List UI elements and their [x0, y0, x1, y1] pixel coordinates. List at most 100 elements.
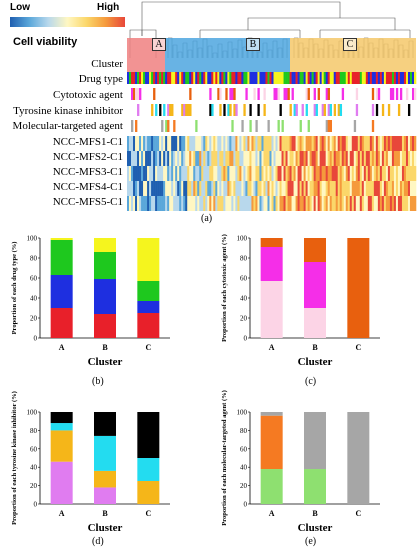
viability-cell: [141, 151, 144, 166]
viability-cell: [325, 166, 328, 181]
viability-cell: [269, 151, 272, 166]
viability-cell: [331, 151, 335, 166]
viability-cell: [343, 136, 347, 151]
drug-type-cell: [373, 72, 377, 84]
viability-cell: [253, 136, 256, 151]
viability-cell: [209, 151, 212, 166]
viability-cell: [157, 151, 160, 166]
chart-cytotoxic-agent: Proportion of each cytotoxic agent (%) 0 2…: [221, 234, 380, 368]
viability-cell: [219, 166, 222, 181]
tki-cell: [371, 104, 375, 116]
viability-cell: [411, 181, 415, 196]
viability-cell: [265, 181, 268, 196]
molecular-cell: [165, 120, 168, 132]
viability-cell: [193, 181, 196, 196]
viability-cell: [235, 181, 238, 196]
tki-cell: [323, 104, 326, 116]
viability-cell: [389, 181, 393, 196]
viability-cell: [395, 196, 399, 211]
viability-cell: [255, 181, 258, 196]
cytotoxic-cell: [229, 88, 232, 100]
viability-cell: [385, 136, 389, 151]
viability-cell: [411, 166, 415, 181]
viability-cell: [337, 166, 341, 181]
viability-cell: [161, 181, 164, 196]
viability-cell: [131, 166, 134, 181]
drug-type-cell: [207, 72, 210, 84]
viability-cell: [131, 181, 134, 196]
viability-cell: [185, 166, 188, 181]
viability-cell: [413, 196, 417, 211]
viability-cell: [127, 181, 130, 196]
drug-type-cell: [401, 72, 405, 84]
viability-cell: [355, 166, 359, 181]
viability-cell: [219, 181, 222, 196]
viability-cell: [237, 181, 240, 196]
viability-cell: [365, 181, 369, 196]
viability-cell: [317, 166, 320, 181]
viability-cell: [391, 136, 395, 151]
viability-cell: [159, 181, 162, 196]
drug-type-cell: [333, 72, 337, 84]
bar-segment: [50, 275, 73, 308]
drug-type-cell: [367, 72, 371, 84]
viability-cell: [161, 136, 164, 151]
viability-cell: [353, 166, 357, 181]
drug-type-cell: [321, 72, 324, 84]
viability-cell: [369, 166, 373, 181]
drug-type-cell: [309, 72, 312, 84]
viability-cell: [229, 151, 232, 166]
viability-cell: [149, 136, 152, 151]
viability-cell: [297, 196, 300, 211]
viability-cell: [409, 196, 413, 211]
viability-cell: [229, 181, 232, 196]
viability-cell: [143, 196, 146, 211]
viability-cell: [155, 151, 158, 166]
viability-cell: [181, 136, 184, 151]
viability-cell: [239, 136, 242, 151]
viability-cell: [177, 136, 180, 151]
cytotoxic-cell: [273, 88, 276, 100]
viability-cell: [169, 181, 172, 196]
cytotoxic-cell: [263, 88, 266, 100]
y-tick-label: 20: [240, 315, 248, 323]
cytotoxic-cell: [287, 88, 290, 100]
drug-type-cell: [297, 72, 300, 84]
molecular-cell: [353, 120, 357, 132]
x-tick-label: C: [355, 343, 361, 352]
viability-cell: [253, 181, 256, 196]
viability-cell: [135, 151, 138, 166]
viability-cell: [397, 181, 401, 196]
viability-cell: [345, 181, 349, 196]
drug-type-cell: [283, 72, 286, 84]
drug-type-cell: [167, 72, 170, 84]
viability-cell: [399, 181, 403, 196]
viability-cell: [375, 181, 379, 196]
viability-cell: [141, 181, 144, 196]
viability-cell: [309, 166, 312, 181]
viability-cell: [299, 196, 302, 211]
viability-cell: [139, 181, 142, 196]
viability-cell: [379, 136, 383, 151]
bar-segment: [50, 240, 73, 275]
viability-cell: [219, 196, 222, 211]
viability-cell: [207, 196, 210, 211]
viability-cell: [169, 136, 172, 151]
viability-cell: [349, 151, 353, 166]
drug-type-cell: [155, 72, 158, 84]
viability-cell: [373, 136, 377, 151]
viability-cell: [209, 196, 212, 211]
viability-cell: [133, 136, 136, 151]
drug-type-cell: [255, 72, 258, 84]
y-tick-label: 80: [240, 255, 248, 263]
viability-cell: [399, 166, 403, 181]
cytotoxic-cell: [355, 88, 359, 100]
viability-cell: [265, 136, 268, 151]
viability-cell: [159, 166, 162, 181]
viability-cell: [181, 151, 184, 166]
viability-cell: [339, 136, 343, 151]
viability-cell: [403, 166, 407, 181]
viability-cell: [159, 136, 162, 151]
viability-cell: [299, 166, 302, 181]
viability-cell: [221, 181, 224, 196]
